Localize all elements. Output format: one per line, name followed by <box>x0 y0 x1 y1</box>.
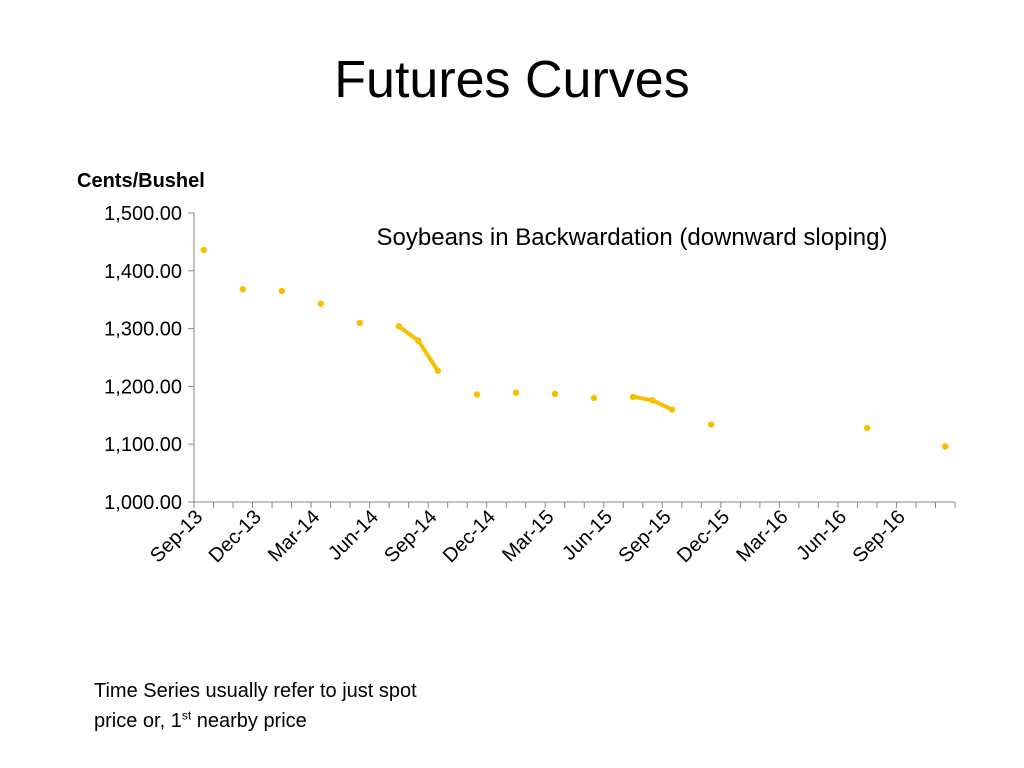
y-tick-label: 1,300.00 <box>104 319 182 341</box>
x-tick-label: Dec-14 <box>439 506 500 567</box>
x-tick-label: Jun-16 <box>792 506 851 565</box>
x-tick-label: Mar-16 <box>732 506 792 566</box>
data-point <box>942 443 949 450</box>
x-tick-label: Sep-14 <box>380 506 441 567</box>
data-point <box>863 424 871 432</box>
data-point <box>200 246 207 254</box>
footnote-superscript: st <box>181 708 192 723</box>
x-tick-label: Jun-15 <box>558 506 617 565</box>
data-point <box>668 406 676 413</box>
data-point <box>590 394 598 402</box>
data-point <box>707 421 715 428</box>
x-tick-label: Sep-13 <box>146 506 207 567</box>
y-tick-label: 1,200.00 <box>104 376 182 398</box>
footnote-line-2-suffix: nearby price <box>191 710 307 732</box>
footnote-line-1: Time Series usually refer to just spot <box>94 680 417 702</box>
data-point <box>239 286 246 293</box>
data-point <box>415 337 422 344</box>
chart-axes: 1,000.00 1,100.00 1,200.00 1,300.00 1,400.00… <box>104 203 956 567</box>
y-tick-label: 1,000.00 <box>104 492 182 514</box>
slide-title: Futures Curves <box>334 51 690 109</box>
x-tick-label: Sep-15 <box>614 506 675 567</box>
data-point <box>317 300 325 307</box>
x-tick-label: Mar-14 <box>264 506 324 566</box>
data-point <box>512 389 520 396</box>
data-point <box>649 397 656 404</box>
y-tick-label: 1,500.00 <box>104 203 182 225</box>
data-point <box>629 393 637 401</box>
x-tick-label: Dec-13 <box>205 506 266 567</box>
data-point <box>473 391 481 398</box>
futures-curve-chart: Soybeans in Backwardation (downward slop… <box>104 203 956 567</box>
x-tick-label: Mar-15 <box>498 506 558 566</box>
series-line <box>396 324 440 373</box>
footnote-line-2-prefix: price or, 1 <box>94 710 182 732</box>
x-tick-label: Dec-15 <box>673 506 734 567</box>
y-tick-label: 1,400.00 <box>104 261 182 283</box>
x-tick-label: Jun-14 <box>324 506 383 565</box>
data-point <box>356 319 364 327</box>
data-point <box>278 287 286 295</box>
data-point <box>551 390 559 398</box>
data-point <box>434 367 442 374</box>
y-tick-label: 1,100.00 <box>104 434 182 456</box>
x-tick-label: Sep-16 <box>849 506 910 567</box>
footnote-line-2: price or, 1st nearby price <box>94 706 514 736</box>
footnote: Time Series usually refer to just spot p… <box>94 676 514 736</box>
data-point <box>395 323 403 330</box>
y-axis-unit-label: Cents/Bushel <box>77 170 205 192</box>
chart-series <box>200 246 949 450</box>
chart-title: Soybeans in Backwardation (downward slop… <box>377 224 888 251</box>
